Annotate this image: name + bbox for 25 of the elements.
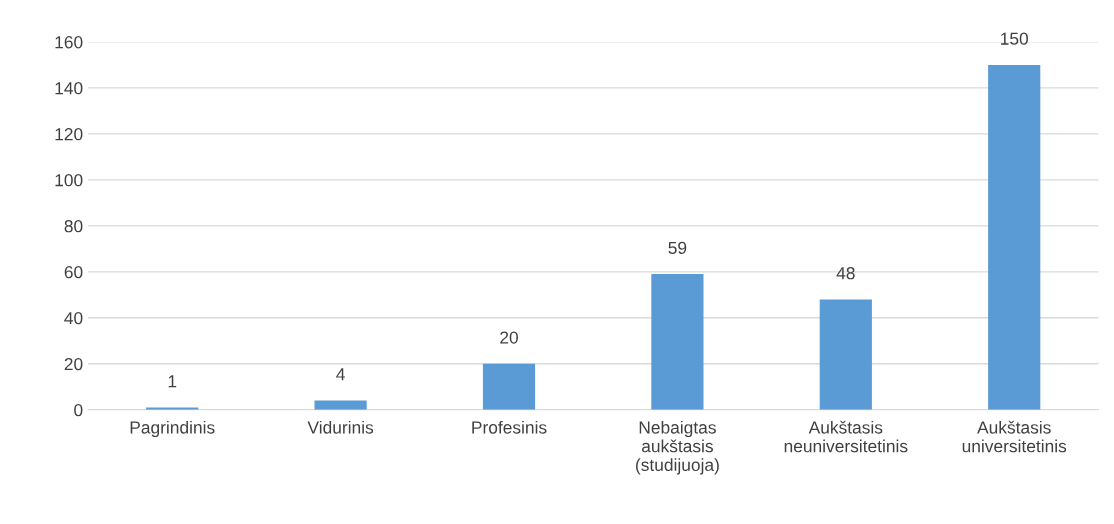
bar	[988, 64, 1041, 410]
x-tick-label: Aukštasis neuniversitetinis	[784, 420, 908, 453]
bar	[482, 363, 536, 410]
y-tick-label: 40	[64, 311, 83, 325]
y-tick-label: 0	[74, 403, 83, 417]
data-label: 4	[336, 368, 345, 381]
y-tick-label: 60	[64, 265, 83, 279]
y-tick-label: 100	[55, 174, 83, 187]
x-tick-label: Nebaigtas aukštasis (studijuoja)	[636, 420, 719, 475]
data-label: 48	[836, 267, 855, 280]
y-tick-label: 80	[64, 220, 83, 233]
bar	[819, 299, 872, 410]
data-label: 1	[168, 375, 177, 388]
x-tick-label: Vidurinis	[307, 420, 374, 434]
bar	[651, 274, 704, 410]
y-tick-label: 120	[55, 128, 83, 141]
x-tick-label: Aukštasis universitetinis	[962, 420, 1067, 453]
y-tick-label: 140	[55, 82, 83, 95]
y-tick-label: 160	[55, 36, 83, 49]
data-label: 20	[500, 331, 518, 344]
x-tick-label: Profesinis	[472, 420, 547, 434]
data-label: 59	[668, 241, 687, 255]
x-tick-label: Pagrindinis	[130, 420, 215, 438]
data-label: 150	[1001, 32, 1029, 45]
y-tick-label: 20	[64, 357, 83, 371]
